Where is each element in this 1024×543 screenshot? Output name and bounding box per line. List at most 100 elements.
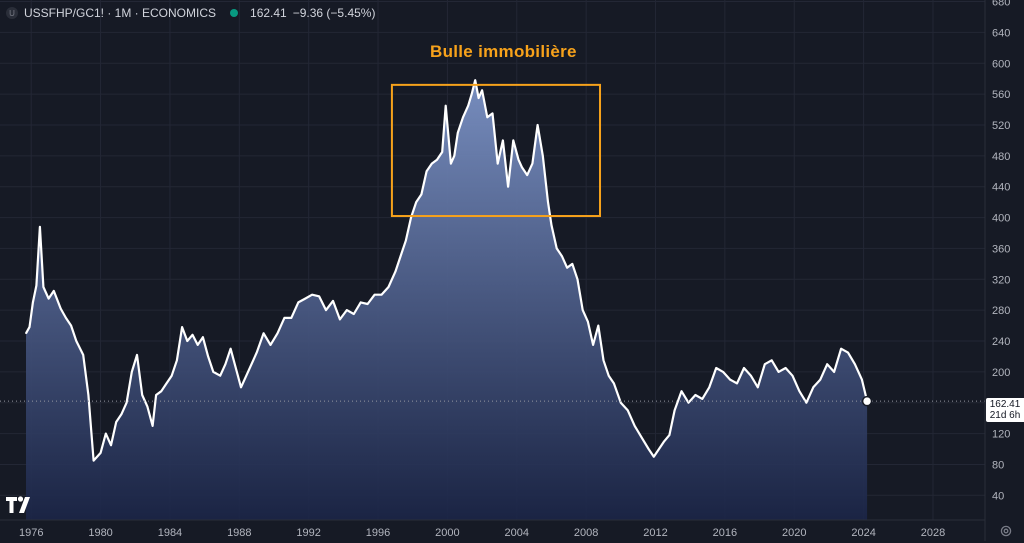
data-point — [115, 421, 117, 423]
data-point — [708, 386, 711, 389]
y-tick-label: 640 — [992, 27, 1010, 39]
time-axis[interactable]: 1976 1980 1984 1988 1992 1996 2000 2004 2008 2012… — [0, 519, 985, 539]
y-tick-label: 560 — [992, 89, 1010, 101]
x-tick-label: 2020 — [782, 527, 806, 539]
data-point — [65, 317, 67, 319]
data-point — [224, 363, 227, 366]
data-point — [819, 378, 822, 381]
data-point — [250, 363, 253, 366]
data-point — [457, 131, 459, 134]
data-point — [120, 413, 123, 416]
data-point — [39, 226, 41, 228]
data-point — [125, 401, 128, 404]
data-point — [70, 324, 72, 327]
data-point — [229, 347, 232, 350]
data-point — [325, 309, 327, 311]
data-point — [470, 93, 473, 95]
data-point — [176, 359, 178, 362]
data-point — [219, 374, 221, 377]
y-tick-label: 200 — [992, 367, 1010, 379]
data-point — [633, 425, 636, 427]
data-point — [542, 155, 544, 157]
data-point — [53, 290, 55, 292]
data-point — [550, 224, 553, 227]
data-point — [155, 394, 157, 396]
data-point — [366, 303, 369, 305]
price-tag: 162.41 21d 6h — [986, 398, 1024, 422]
data-point — [353, 313, 355, 315]
data-point — [576, 278, 579, 281]
data-point — [847, 351, 849, 354]
data-point — [757, 386, 759, 389]
data-point — [561, 255, 563, 257]
data-point — [450, 162, 452, 165]
data-point — [191, 334, 194, 336]
x-tick-label: 2016 — [713, 527, 737, 539]
data-point — [826, 363, 828, 366]
data-point — [35, 284, 38, 287]
x-tick-label: 1976 — [19, 527, 43, 539]
data-point — [715, 367, 717, 369]
data-point — [410, 216, 412, 219]
y-tick-label: 240 — [992, 336, 1010, 348]
data-point — [245, 374, 248, 377]
data-point — [47, 297, 50, 300]
data-point — [170, 374, 173, 377]
x-tick-label: 1980 — [88, 527, 112, 539]
data-point — [701, 398, 704, 400]
data-point — [425, 170, 428, 173]
x-tick-label: 1984 — [158, 527, 182, 539]
data-point — [555, 247, 558, 250]
y-tick-label: 600 — [992, 58, 1010, 70]
last-value: 162.41 — [250, 6, 287, 20]
gear-icon[interactable] — [999, 524, 1013, 543]
bubble-highlight-box — [390, 83, 602, 218]
price-axis[interactable]: 4080120160200240280320360400440480520560… — [984, 0, 1010, 541]
change-value: −9.36 (−5.45%) — [292, 6, 376, 20]
data-point — [512, 139, 515, 142]
data-point — [165, 382, 168, 385]
data-point — [722, 371, 724, 373]
data-point — [502, 139, 504, 142]
data-point — [207, 355, 209, 358]
data-point — [276, 332, 279, 335]
data-point — [160, 390, 163, 393]
data-point — [680, 390, 683, 393]
data-point — [481, 89, 483, 92]
data-point — [658, 448, 660, 450]
data-point — [467, 104, 470, 107]
data-point — [663, 440, 665, 443]
data-point — [262, 332, 265, 335]
data-point — [444, 104, 447, 107]
data-point — [507, 185, 509, 188]
y-tick-label: 520 — [992, 120, 1010, 132]
data-point — [380, 293, 383, 296]
data-point — [99, 452, 102, 454]
symbol-legend[interactable]: U USSFHP/GC1! · 1M · ECONOMICS 162.41 −9… — [6, 4, 375, 22]
data-point — [28, 326, 31, 328]
data-point — [462, 116, 464, 119]
tradingview-logo-icon[interactable] — [4, 493, 34, 524]
data-point — [521, 166, 523, 169]
x-tick-label: 1992 — [296, 527, 320, 539]
data-point — [798, 390, 801, 393]
data-point — [346, 309, 348, 311]
data-point — [861, 378, 863, 381]
data-point — [791, 374, 794, 377]
data-point — [587, 320, 589, 323]
data-point — [491, 112, 494, 115]
y-tick-label: 440 — [992, 182, 1010, 194]
y-tick-label: 280 — [992, 305, 1010, 317]
data-point — [496, 162, 499, 165]
data-point — [453, 155, 456, 157]
data-point — [59, 307, 62, 310]
data-point — [131, 371, 133, 373]
data-point — [736, 382, 738, 385]
data-point — [770, 359, 773, 362]
data-point — [141, 394, 143, 396]
data-point — [477, 97, 480, 99]
annotation-title[interactable]: Bulle immobilière — [430, 42, 577, 61]
symbol-title[interactable]: USSFHP/GC1! · 1M · ECONOMICS — [24, 6, 217, 20]
y-tick-label: 480 — [992, 151, 1010, 163]
